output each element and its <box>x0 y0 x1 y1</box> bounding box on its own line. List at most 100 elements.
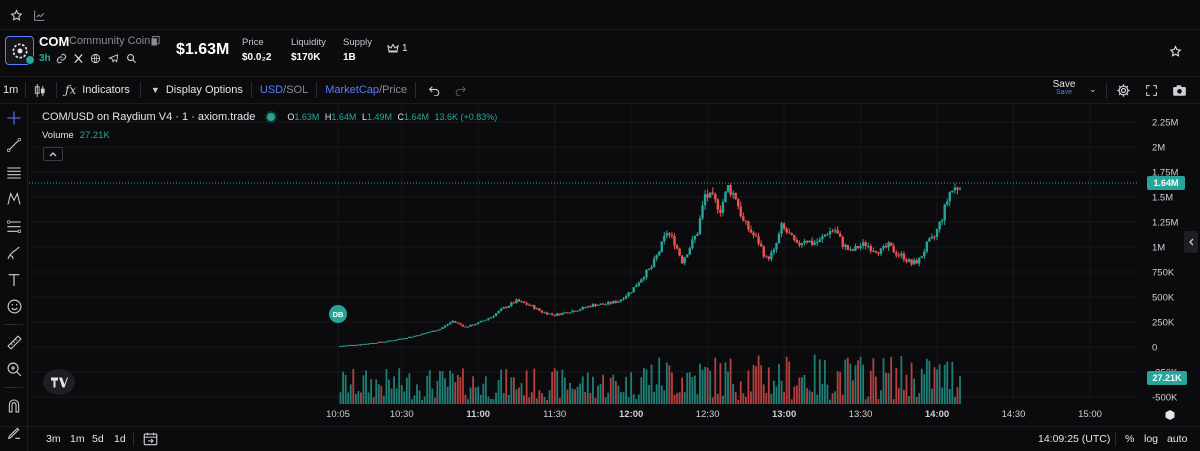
candle-body <box>617 301 620 303</box>
chart-canvas[interactable]: 2.25M2M1.75M1.5M1.25M1M750K500K250K0-250… <box>29 104 1200 426</box>
brush-tool[interactable] <box>0 239 28 266</box>
favorite-star-icon[interactable] <box>1167 43 1183 59</box>
volume-bar <box>645 369 648 404</box>
candle-body <box>670 234 674 237</box>
volume-bar <box>829 399 831 404</box>
mode-price: Price <box>382 84 408 96</box>
chart-icon[interactable] <box>31 7 47 23</box>
camera-icon[interactable] <box>1172 84 1187 97</box>
toolbar-divider <box>133 432 134 446</box>
indicators-button[interactable]: ƒx Indicators <box>65 83 130 97</box>
candlestick-type-icon[interactable] <box>32 83 48 97</box>
trend-line-tool[interactable] <box>0 131 28 158</box>
volume-bar <box>528 397 531 404</box>
interval-selector[interactable]: 1m <box>3 84 19 96</box>
percent-scale-toggle[interactable]: % <box>1125 433 1135 445</box>
pattern-tool[interactable] <box>0 185 28 212</box>
x-twitter-icon[interactable] <box>72 52 84 64</box>
dev-buy-marker[interactable]: DB <box>329 305 347 323</box>
volume-bar <box>520 383 523 404</box>
candle-body <box>775 243 778 250</box>
candle-body <box>925 241 929 252</box>
log-scale-toggle[interactable]: log <box>1144 433 1159 445</box>
emoji-tool[interactable] <box>0 293 28 320</box>
copy-icon[interactable] <box>150 35 160 46</box>
undo-icon[interactable] <box>424 85 444 96</box>
draw-lock-tool[interactable] <box>0 419 28 446</box>
candle-body <box>589 306 592 308</box>
crosshair-tool[interactable] <box>0 104 28 131</box>
candle-body <box>678 248 681 256</box>
display-options-button[interactable]: ▼ Display Options <box>151 84 243 96</box>
auto-scale-toggle[interactable]: auto <box>1167 433 1188 445</box>
range-3m[interactable]: 3m <box>46 433 61 445</box>
candle-body <box>405 337 409 339</box>
calendar-range-icon[interactable] <box>143 432 158 446</box>
candle-body <box>344 345 347 347</box>
holders-indicator[interactable]: 1 <box>387 43 408 54</box>
zoom-tool[interactable] <box>0 356 28 383</box>
volume-bar <box>543 397 546 404</box>
volume-bar <box>823 359 826 404</box>
token-name[interactable]: Community Coin <box>69 35 151 47</box>
candle-body <box>726 185 730 192</box>
volume-bar <box>408 373 411 404</box>
candle-body <box>928 238 931 242</box>
volume-bar <box>959 375 961 404</box>
marketcap-price-toggle[interactable]: MarketCap / Price <box>325 84 407 96</box>
candle-body <box>680 255 684 264</box>
volume-bar <box>617 385 620 404</box>
volume-bar <box>834 391 836 404</box>
link-icon[interactable] <box>55 52 67 64</box>
tradingview-logo[interactable] <box>43 369 75 395</box>
crosshair-icon <box>7 110 21 125</box>
candle-body <box>556 313 559 316</box>
horizontal-lines-tool[interactable] <box>0 158 28 185</box>
globe-icon[interactable] <box>89 52 101 64</box>
volume-bar <box>767 367 770 404</box>
ohlc-c-label: C <box>397 112 404 122</box>
collapse-legend-button[interactable] <box>43 147 63 161</box>
volume-bar <box>561 369 564 404</box>
volume-bar <box>880 390 882 404</box>
price-scale-collapse-button[interactable] <box>1184 231 1198 253</box>
save-menu-chevron-icon[interactable]: ⌄ <box>1089 84 1097 94</box>
utc-clock[interactable]: 14:09:25 (UTC) <box>1038 433 1111 445</box>
x-tick-label: 10:30 <box>390 409 414 420</box>
save-button[interactable]: Save Save <box>1052 79 1076 96</box>
ohlc-high: 1.64M <box>331 112 357 122</box>
magnet-icon <box>8 399 20 413</box>
search-icon[interactable] <box>125 52 137 64</box>
toolbar-divider <box>56 82 57 98</box>
candle-body <box>561 312 564 315</box>
volume-bar <box>347 392 350 404</box>
range-1m[interactable]: 1m <box>70 433 85 445</box>
token-header: COM Community Coin 3h $1.63M Price $0.0₂… <box>0 30 1200 76</box>
measure-tool[interactable] <box>0 329 28 356</box>
mode-separator: / <box>379 84 383 96</box>
range-5d[interactable]: 5d <box>92 433 104 445</box>
magnet-tool[interactable] <box>0 392 28 419</box>
volume-bar <box>953 396 956 404</box>
star-icon[interactable] <box>8 7 24 23</box>
range-1d[interactable]: 1d <box>114 433 126 445</box>
settings-gear-icon[interactable] <box>1116 83 1131 98</box>
text-tool[interactable] <box>0 266 28 293</box>
volume-bar <box>773 380 775 404</box>
candle-body <box>619 299 623 302</box>
fib-tool[interactable] <box>0 212 28 239</box>
volume-bar <box>724 362 727 404</box>
candle-body <box>912 260 916 265</box>
fullscreen-icon[interactable] <box>1145 84 1158 97</box>
redo-icon[interactable] <box>450 85 470 96</box>
telegram-icon[interactable] <box>107 52 119 64</box>
chart-area[interactable]: 2.25M2M1.75M1.5M1.25M1M750K500K250K0-250… <box>29 104 1200 426</box>
candle-body <box>492 316 495 318</box>
auto-scale-hexagon-icon[interactable] <box>1164 408 1176 420</box>
ohlc-change: 13.6K (+0.83%) <box>434 112 498 122</box>
caret-down-icon: ▼ <box>150 85 160 95</box>
token-avatar[interactable] <box>5 36 34 65</box>
currency-toggle[interactable]: USD / SOL <box>260 84 308 96</box>
candle-body <box>872 250 875 252</box>
volume-bar <box>571 388 574 404</box>
